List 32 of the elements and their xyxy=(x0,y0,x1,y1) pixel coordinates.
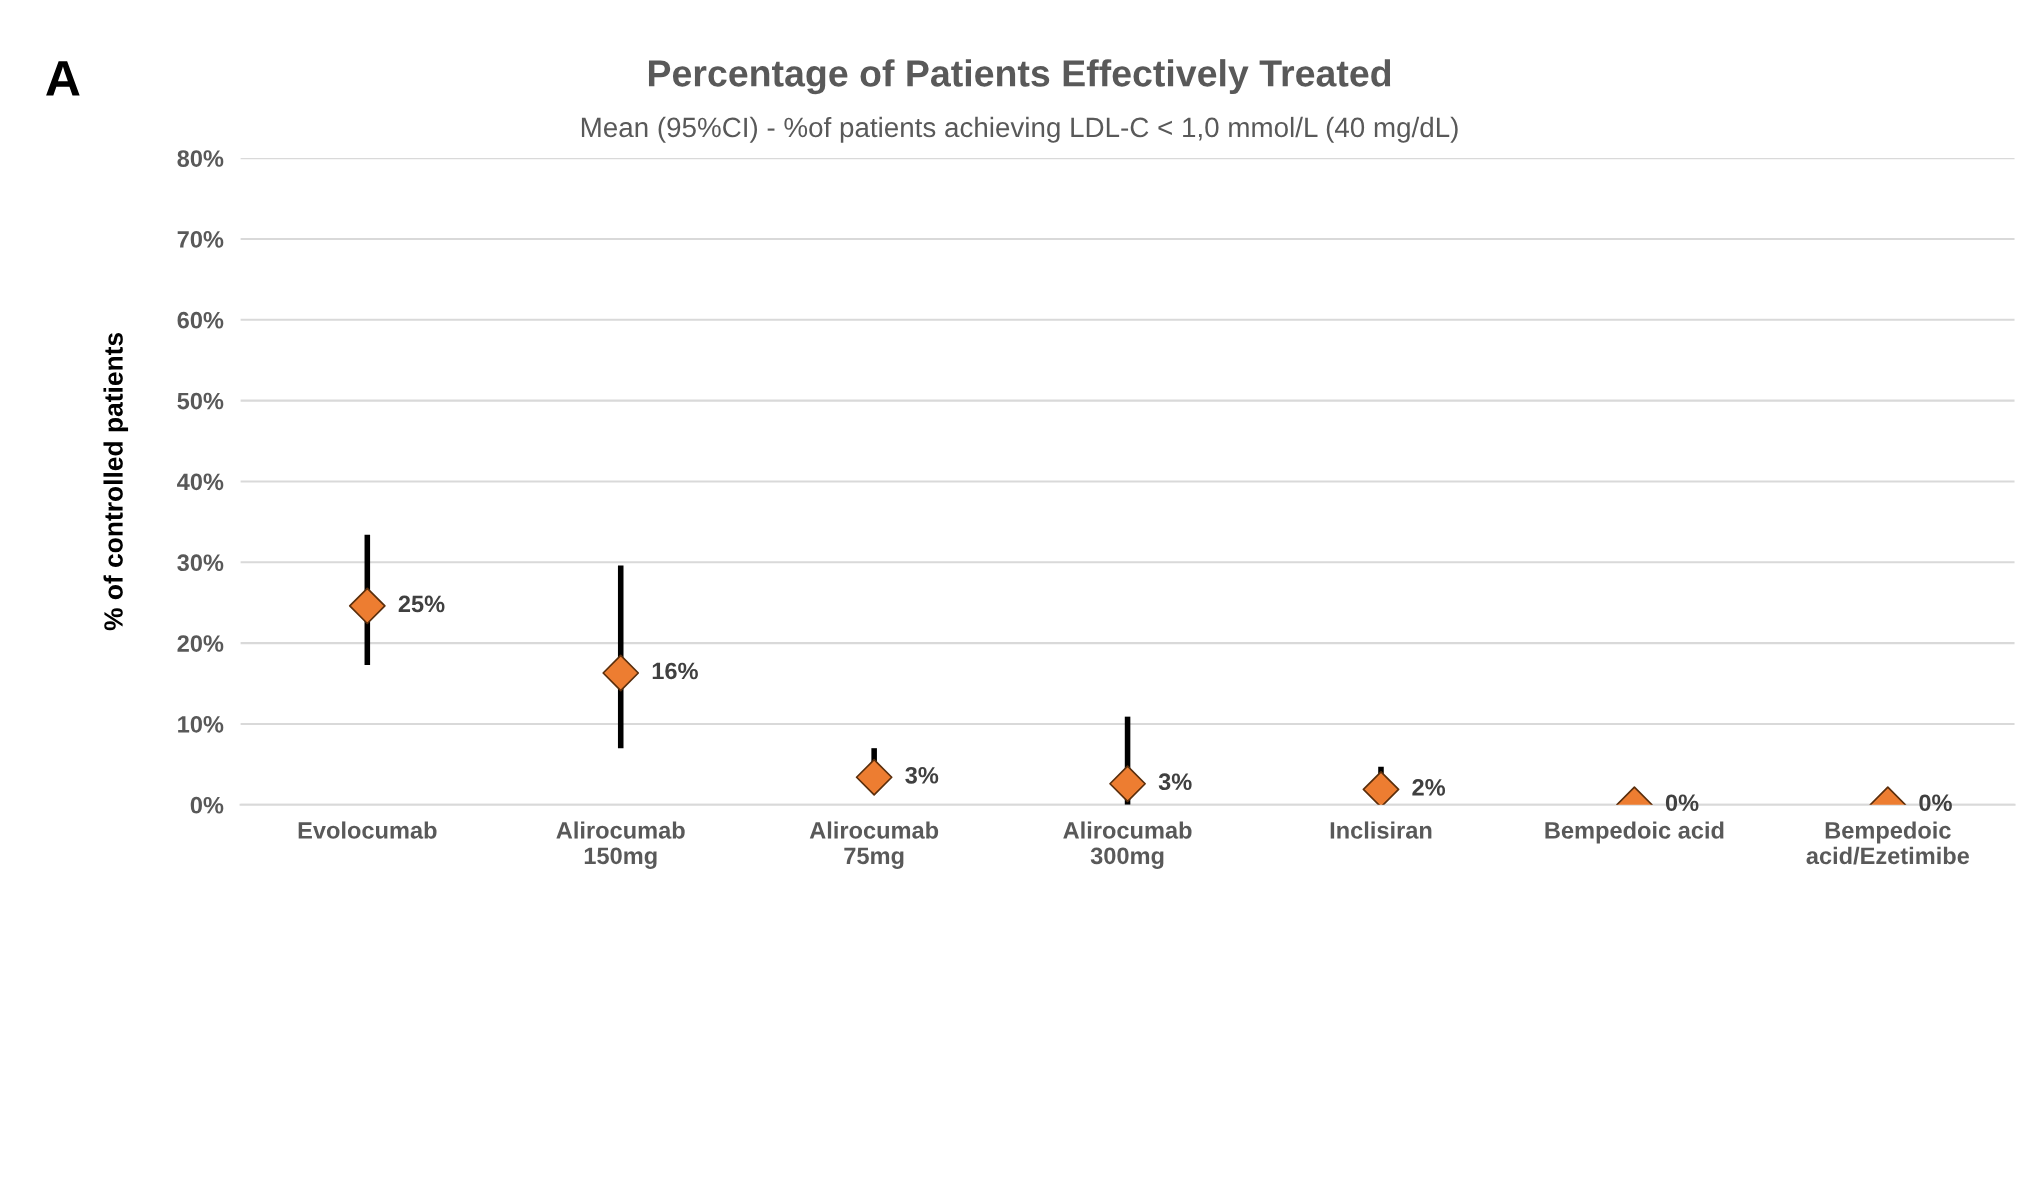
y-tick-label: 50% xyxy=(177,392,224,410)
y-tick-label: 70% xyxy=(177,231,224,248)
x-tick-label: Alirocumab 75mg xyxy=(809,821,939,869)
y-tick-label: 40% xyxy=(177,473,224,491)
data-label: 3% xyxy=(1158,773,1192,791)
data-label: 3% xyxy=(905,766,939,784)
x-tick-label: Inclisiran xyxy=(1330,821,1432,839)
y-tick-label: 30% xyxy=(177,554,224,572)
y-tick-label: 0% xyxy=(190,796,224,814)
x-tick-label: Bempedoic acid xyxy=(1545,821,1724,844)
point xyxy=(1362,770,1400,805)
y-tick-label: 10% xyxy=(178,716,224,733)
data-label: 0% xyxy=(1919,794,1952,812)
chart-title: Percentage of Patients Effectively Treated xyxy=(648,59,1391,95)
point xyxy=(855,758,893,796)
data-label: 16% xyxy=(652,662,698,680)
y-tick-label: 20% xyxy=(177,635,224,652)
point xyxy=(348,587,386,625)
point xyxy=(1109,765,1146,803)
x-tick-label: Evolocumab xyxy=(298,821,437,839)
y-tick-label: 80% xyxy=(177,150,224,167)
data-label: 2% xyxy=(1412,779,1446,796)
x-tick-label: Bempedoic acid/Ezetimibe xyxy=(1806,821,1970,865)
x-tick-label: Alirocumab 300mg xyxy=(1063,821,1192,869)
point xyxy=(602,654,640,692)
data-label: 25% xyxy=(398,595,445,613)
data-label: 0% xyxy=(1665,794,1699,812)
text: A xyxy=(46,61,80,96)
x-tick-label: Alirocumab 150mg xyxy=(556,821,685,869)
y-axis-title: % of controlled patients xyxy=(103,332,129,631)
y-tick-label: 60% xyxy=(177,311,224,329)
chart-subtitle: Mean (95%CI) - %of patients achieving LDL-C < 1,0 mmol/L (40 mg/dL) xyxy=(581,116,1458,143)
